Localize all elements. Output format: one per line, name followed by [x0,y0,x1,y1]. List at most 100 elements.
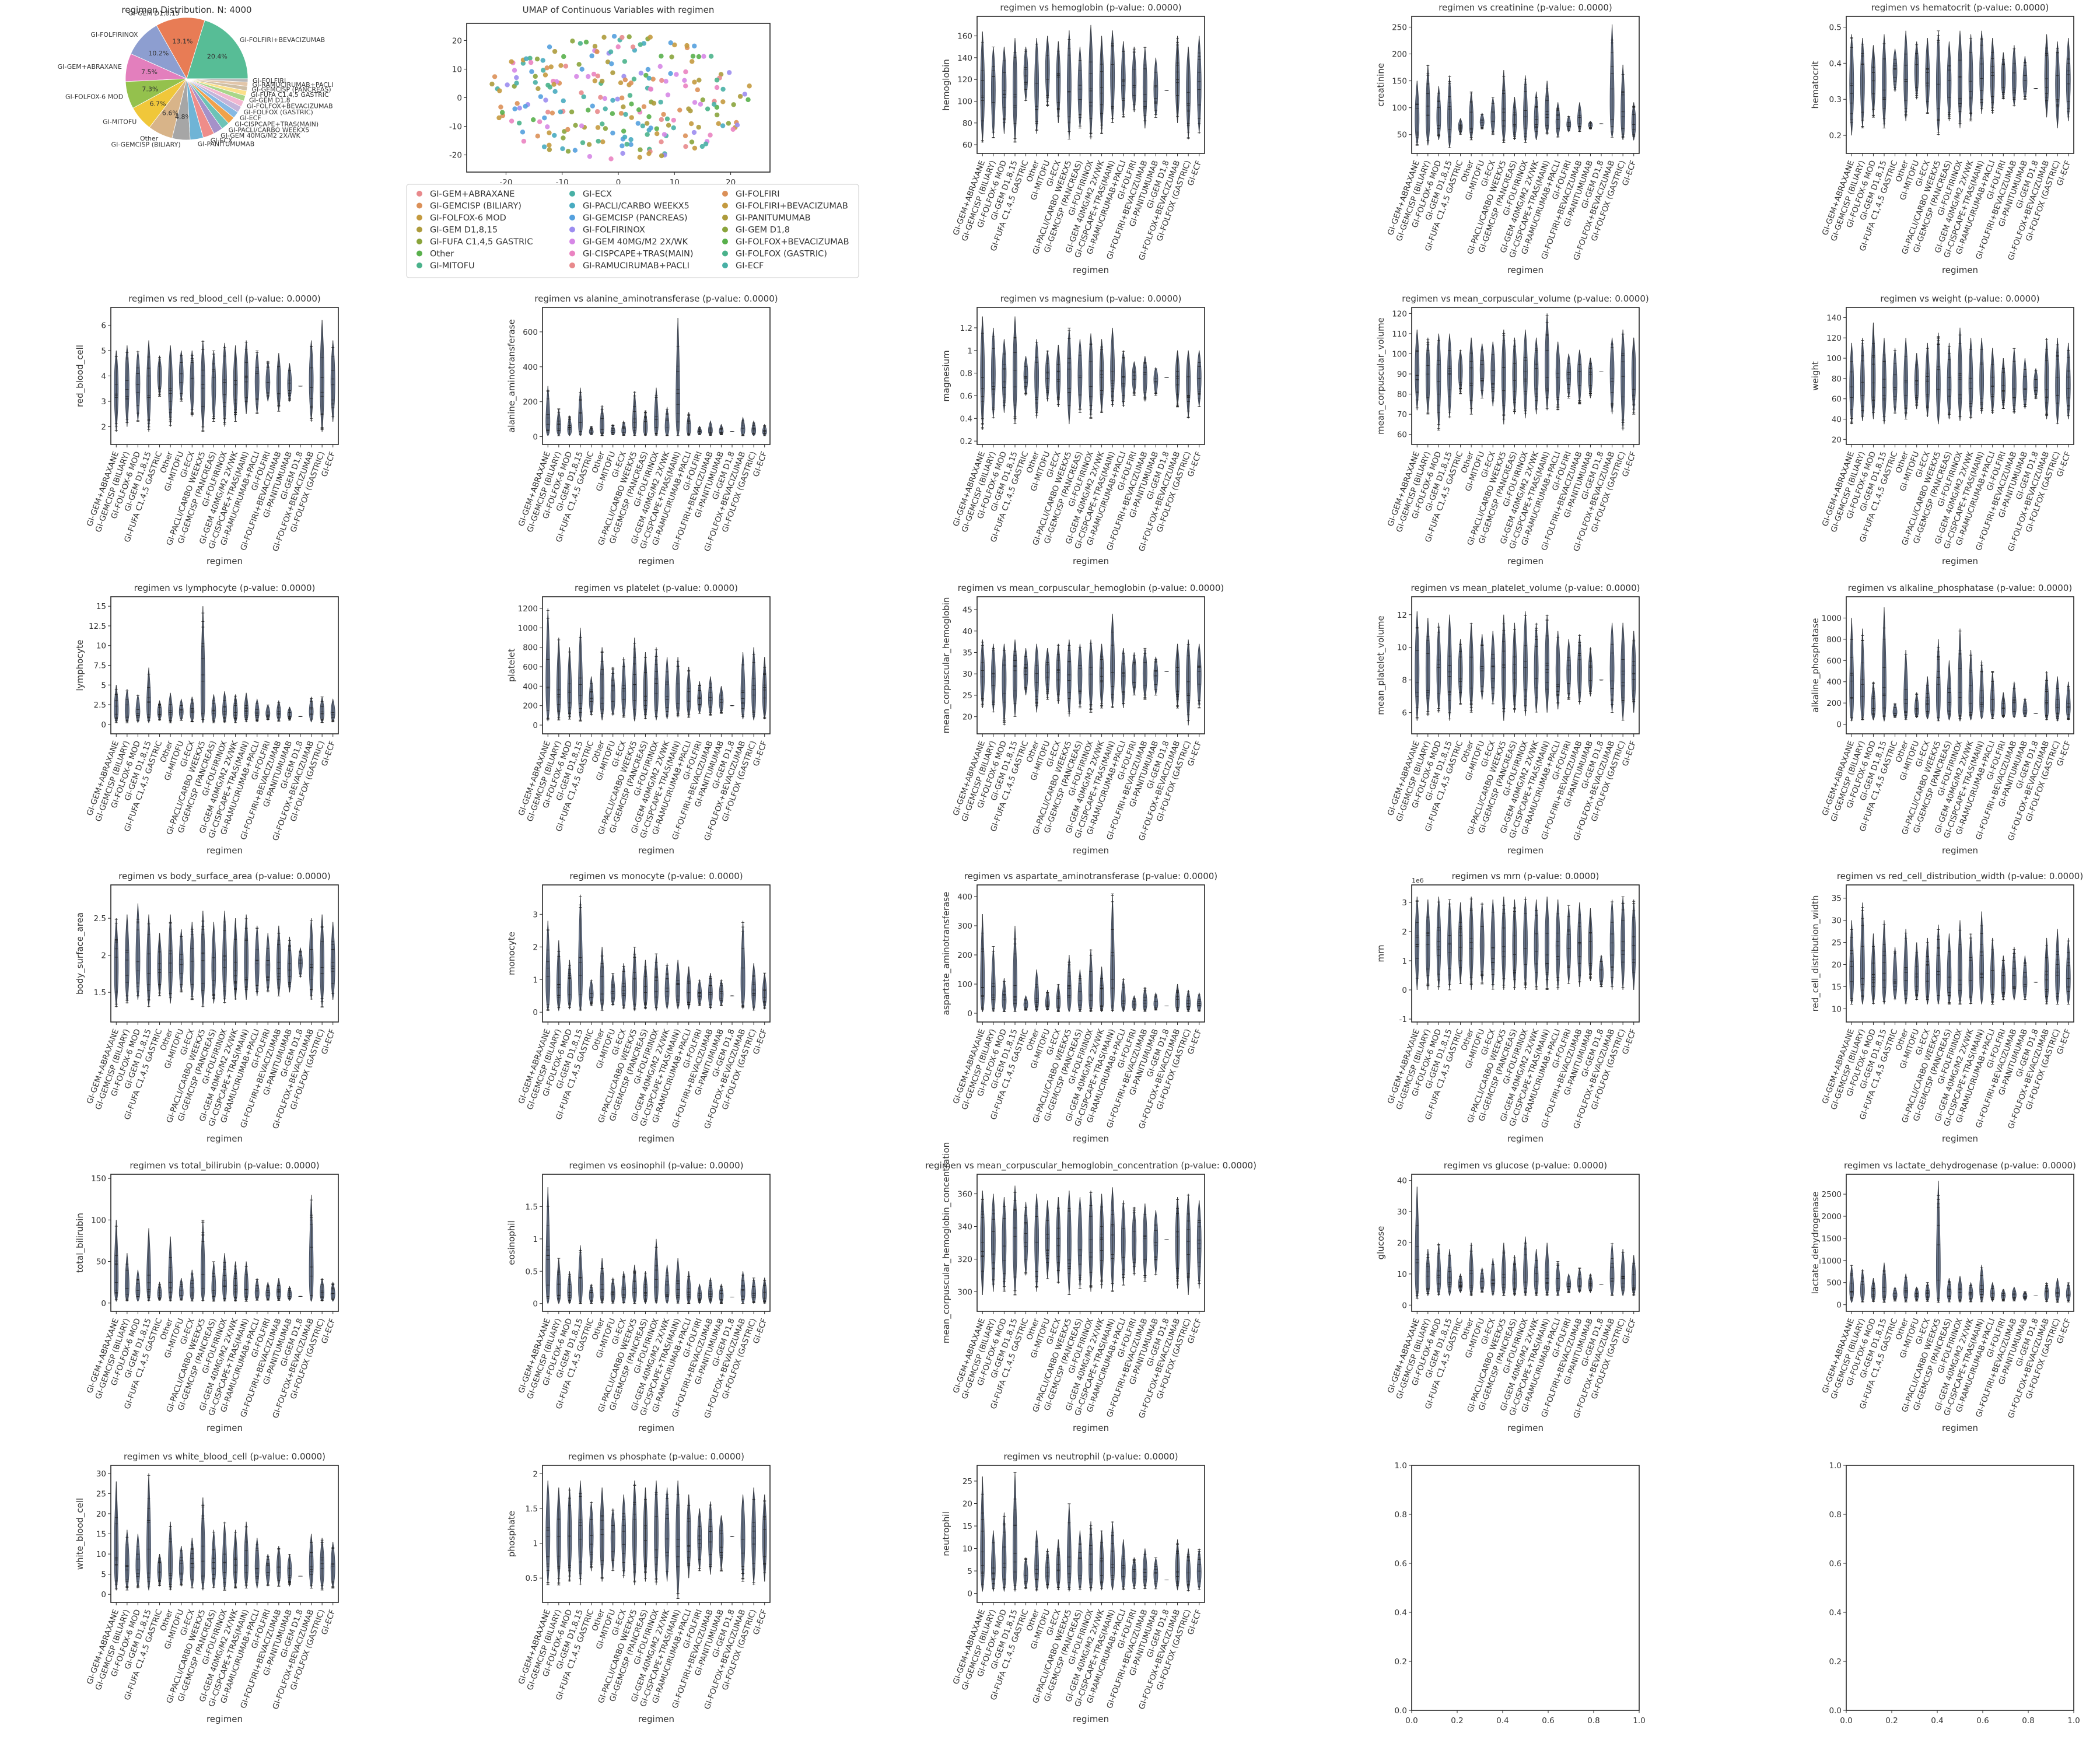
x-axis-label: regimen [1942,845,1978,856]
umap-point [708,54,714,59]
pie-title: regimen Distribution. N: 4000 [121,5,251,15]
umap-point [537,119,542,124]
umap-point [579,123,584,128]
y-tick-label: 3 [101,397,106,407]
umap-point [569,109,575,115]
umap-point [692,100,698,105]
y-tick-label: 140 [1826,313,1842,323]
umap-point [643,72,649,78]
umap-point [580,140,586,145]
umap-point [520,130,526,135]
pie-chart: regimen Distribution. N: 4000 GI-FOLFIRI+… [58,5,334,149]
y-tick-label: 200 [1392,50,1407,60]
umap-point [489,81,495,87]
y-tick-label: 12.5 [89,622,106,631]
umap-point [654,126,659,131]
y-axis-label: creatinine [1376,63,1386,107]
umap-point [583,39,589,45]
y-tick-label: 100 [1826,354,1842,363]
umap-point [645,132,650,137]
y-tick-label: 4 [101,372,106,382]
y-tick-label: 10 [96,642,106,651]
subplot-9: regimen vs weight (p-value: 0.0000) 20 40 6… [1810,293,2074,566]
y-tick-label: 2 [101,951,106,961]
y-tick-label: 0 [533,433,538,442]
legend-label: GI-FOLFOX-6 MOD [430,214,506,223]
umap-point [668,40,673,46]
y-tick-label: 90 [1397,370,1407,379]
umap-point [696,54,702,60]
subplot-title: regimen vs mean_platelet_volume (p-value… [1411,583,1640,594]
umap-point [610,97,615,103]
umap-point [726,70,732,75]
y-axis-label: red_blood_cell [75,345,86,407]
pie-slice [186,78,249,83]
y-tick-label: 40 [963,627,972,636]
umap-point [547,130,552,135]
umap-point [631,76,637,82]
umap-point [570,38,575,44]
umap-point [705,106,710,111]
legend-label: GI-ECX [583,190,612,199]
umap-point [646,75,652,81]
x-axis-label: regimen [206,556,243,566]
umap-point [720,123,726,128]
umap-point [659,117,664,123]
y-tick-label: 50 [1397,131,1407,140]
subplot-8: regimen vs mean_corpuscular_volume (p-va… [1376,293,1649,566]
subplot-2: regimen vs hemoglobin (p-value: 0.0000) 6… [941,2,1205,275]
pie-label: GI-GEM 40MG/M2 2X/WK [220,132,300,139]
umap-point [650,76,656,82]
umap-point [626,34,632,40]
legend-marker [722,215,728,220]
legend-marker [722,239,728,244]
umap-point [552,48,558,54]
y-tick-label: 160 [957,32,972,41]
umap-point [622,59,628,64]
legend-label: GI-GEM D1,8 [736,226,790,235]
subplot-title: regimen vs magnesium (p-value: 0.0000) [1000,293,1182,304]
umap-point [591,71,597,77]
legend-label: GI-FOLFIRI+BEVACIZUMAB [736,202,848,211]
pie-label: GI-MITOFU [103,118,136,126]
pie-label: GI-PACLI/CARBO WEEKX5 [229,126,310,134]
umap-point [600,121,605,127]
umap-point [618,111,624,116]
umap-point [589,53,594,58]
umap-point [665,92,671,97]
y-tick-label: 100 [957,97,972,106]
umap-point [691,130,697,135]
umap-point [622,134,628,140]
umap-point [590,103,595,108]
y-tick-label: 200 [523,702,538,711]
pie-label: GI-RAMUCIRUMAB+PACLI [253,81,334,89]
legend-marker [722,226,728,233]
umap-point [615,96,620,102]
umap-point [603,106,608,111]
umap-point [548,64,554,69]
subplot-6: regimen vs alanine_aminotransferase (p-v… [506,293,778,566]
umap-point [600,78,605,84]
y-axis-label: alkaline_phosphatase [1810,618,1821,713]
legend-marker [569,226,575,233]
umap-point [609,61,614,66]
legend-marker [416,262,422,268]
umap-point [509,118,514,124]
y-axis-label: mean_platelet_volume [1376,615,1387,715]
umap-point [638,42,643,47]
umap-point [497,88,502,93]
umap-point [528,60,534,65]
umap-point [516,120,522,126]
y-tick-label: 80 [963,119,972,128]
umap-point [581,94,586,100]
umap-point [552,89,558,94]
y-tick-label: 1000 [1822,614,1842,623]
umap-point [701,54,706,59]
pie-percent: 10.2% [148,50,169,57]
umap-point [620,150,625,156]
umap-point [640,123,646,128]
umap-point [742,92,748,97]
y-tick-label: 60 [1832,395,1842,404]
umap-point [714,85,720,90]
umap-point [630,44,636,50]
